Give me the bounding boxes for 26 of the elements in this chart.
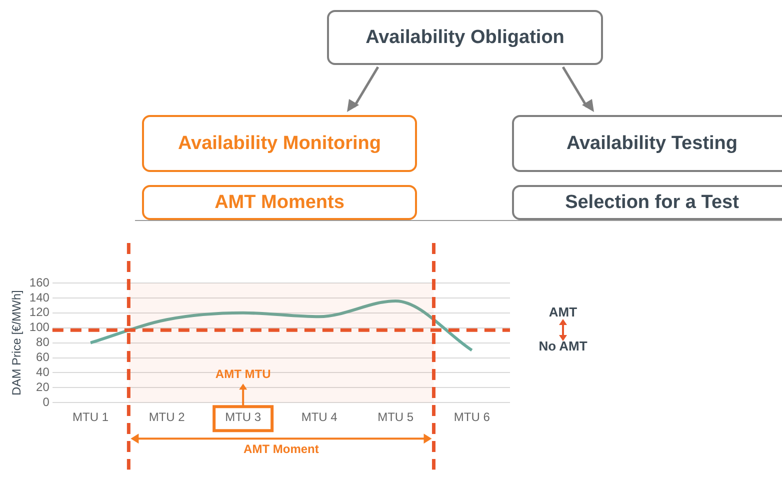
y-tick-label: 140 [29, 290, 50, 304]
y-tick-label: 100 [29, 320, 50, 334]
x-tick-label: MTU 2 [148, 410, 186, 424]
band-label: AMT Moment [244, 442, 319, 456]
y-axis-title: DAM Price [€/MWh] [10, 290, 24, 396]
y-tick-label: 0 [42, 394, 50, 409]
y-tick-label: 160 [29, 275, 50, 290]
line-series [89, 299, 474, 352]
y-tick-label: 120 [29, 305, 50, 320]
text: Selection for a Test [512, 185, 782, 220]
text: Availability Monitoring [142, 115, 417, 172]
y-tick-label: 40 [36, 365, 50, 380]
text: AMT [548, 304, 578, 320]
text: Availability Obligation [327, 10, 603, 65]
y-tick-label: 80 [36, 335, 50, 350]
x-tick-label: MTU 3 [225, 410, 262, 424]
text: Availability Testing [512, 115, 782, 172]
x-tick-label: MTU 4 [301, 410, 338, 424]
y-tick-label: 20 [36, 380, 50, 394]
text: No AMT [538, 338, 588, 354]
x-tick-label: MTU 5 [378, 410, 414, 424]
x-tick-label: MTU 6 [454, 410, 490, 424]
text: AMT Moments [142, 185, 417, 220]
y-tick-label: 60 [36, 350, 50, 364]
x-tick-label: MTU 1 [72, 410, 109, 424]
annotation: AMT MTU [215, 366, 271, 381]
